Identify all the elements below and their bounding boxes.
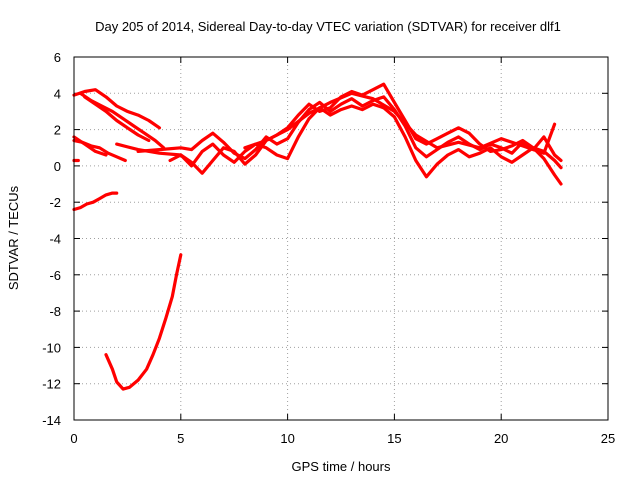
x-tick-label: 10 — [280, 431, 294, 446]
x-tick-label: 5 — [177, 431, 184, 446]
series-track-deep — [104, 253, 183, 391]
gridlines — [74, 57, 608, 420]
series-track-high-3 — [83, 95, 151, 143]
plot-frame — [73, 56, 609, 421]
axis-ticks: 0 5 10 15 20 25 -14 -12 -10 -8 -6 -4 -2 0 2 4 6 — [42, 50, 615, 446]
y-tick-label: 0 — [54, 159, 61, 174]
y-tick-label: -2 — [49, 195, 61, 210]
y-axis-label: SDTVAR / TECUs — [6, 185, 21, 290]
y-tick-label: -12 — [42, 377, 61, 392]
y-tick-label: -6 — [49, 268, 61, 283]
series-track-neg-2 — [72, 191, 119, 212]
y-tick-label: 6 — [54, 50, 61, 65]
y-tick-label: -8 — [49, 304, 61, 319]
series-track-main-2 — [136, 95, 563, 163]
series-track-main-4 — [243, 91, 557, 155]
y-tick-label: -10 — [42, 340, 61, 355]
x-axis-label: GPS time / hours — [292, 459, 391, 474]
x-tick-label: 0 — [70, 431, 77, 446]
y-tick-label: -14 — [42, 413, 61, 428]
y-tick-label: 2 — [54, 123, 61, 138]
series-track-high-1 — [72, 88, 161, 130]
series-track-low-b — [72, 135, 108, 157]
y-tick-label: -4 — [49, 232, 61, 247]
x-tick-label: 15 — [387, 431, 401, 446]
x-tick-label: 20 — [494, 431, 508, 446]
series-track-main-3 — [168, 102, 563, 186]
data-series — [72, 82, 563, 391]
chart-title: Day 205 of 2014, Sidereal Day-to-day VTE… — [95, 19, 561, 34]
x-tick-label: 25 — [601, 431, 615, 446]
y-tick-label: 4 — [54, 86, 61, 101]
